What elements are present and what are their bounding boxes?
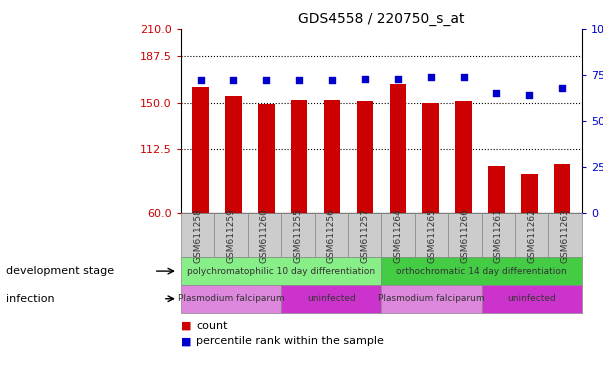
Point [327, 77, 337, 83]
Bar [258, 104, 274, 213]
Text: GSM611257: GSM611257 [360, 208, 369, 263]
Text: development stage: development stage [6, 266, 114, 276]
Point [262, 77, 271, 83]
Title: GDS4558 / 220750_s_at: GDS4558 / 220750_s_at [298, 12, 465, 26]
Bar [192, 86, 209, 213]
Point [229, 77, 238, 83]
Text: percentile rank within the sample: percentile rank within the sample [196, 336, 384, 346]
Text: GSM611259: GSM611259 [227, 208, 236, 263]
Text: ■: ■ [181, 336, 191, 346]
Text: ■: ■ [181, 321, 191, 331]
Text: GSM611255: GSM611255 [293, 208, 302, 263]
Point [196, 77, 206, 83]
Text: uninfected: uninfected [307, 294, 356, 303]
Point [491, 90, 501, 96]
Point [426, 74, 435, 80]
Text: GSM611258: GSM611258 [193, 208, 202, 263]
Text: GSM611265: GSM611265 [427, 208, 436, 263]
Bar [357, 101, 373, 213]
Text: Plasmodium falciparum: Plasmodium falciparum [178, 294, 285, 303]
Text: GSM611261: GSM611261 [494, 208, 503, 263]
Bar [324, 100, 340, 213]
Point [393, 76, 403, 82]
Text: GSM611260: GSM611260 [260, 208, 269, 263]
Bar [455, 101, 472, 213]
Point [557, 85, 567, 91]
Text: uninfected: uninfected [507, 294, 556, 303]
Text: polychromatophilic 10 day differentiation: polychromatophilic 10 day differentiatio… [187, 266, 375, 276]
Text: count: count [196, 321, 227, 331]
Point [525, 92, 534, 98]
Bar [554, 164, 570, 213]
Text: GSM611262: GSM611262 [527, 208, 536, 263]
Text: orthochromatic 14 day differentiation: orthochromatic 14 day differentiation [396, 266, 567, 276]
Text: GSM611264: GSM611264 [394, 208, 403, 263]
Bar [488, 166, 505, 213]
Bar [226, 96, 242, 213]
Bar [521, 174, 537, 213]
Point [294, 77, 304, 83]
Bar [291, 100, 308, 213]
Point [459, 74, 469, 80]
Text: Plasmodium falciparum: Plasmodium falciparum [378, 294, 485, 303]
Text: infection: infection [6, 294, 55, 304]
Text: GSM611256: GSM611256 [327, 208, 336, 263]
Bar [390, 84, 406, 213]
Bar [423, 103, 439, 213]
Text: GSM611263: GSM611263 [561, 208, 570, 263]
Point [360, 76, 370, 82]
Text: GSM611266: GSM611266 [461, 208, 470, 263]
